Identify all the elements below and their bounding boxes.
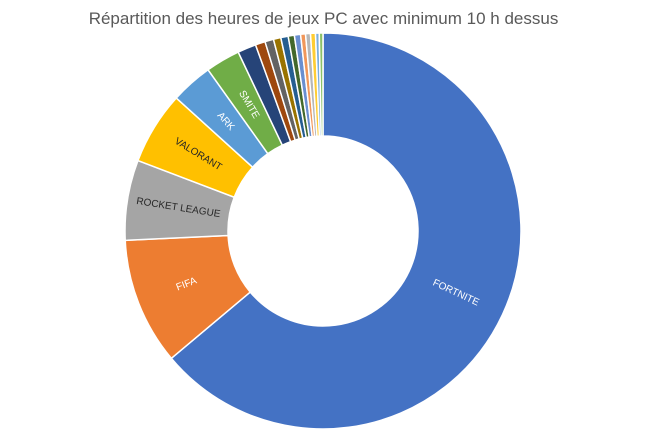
chart-title: Répartition des heures de jeux PC avec m… — [88, 9, 559, 28]
slice-minor-17 — [318, 32, 324, 137]
slice-fortnite — [170, 32, 522, 430]
donut-slices — [124, 32, 522, 430]
